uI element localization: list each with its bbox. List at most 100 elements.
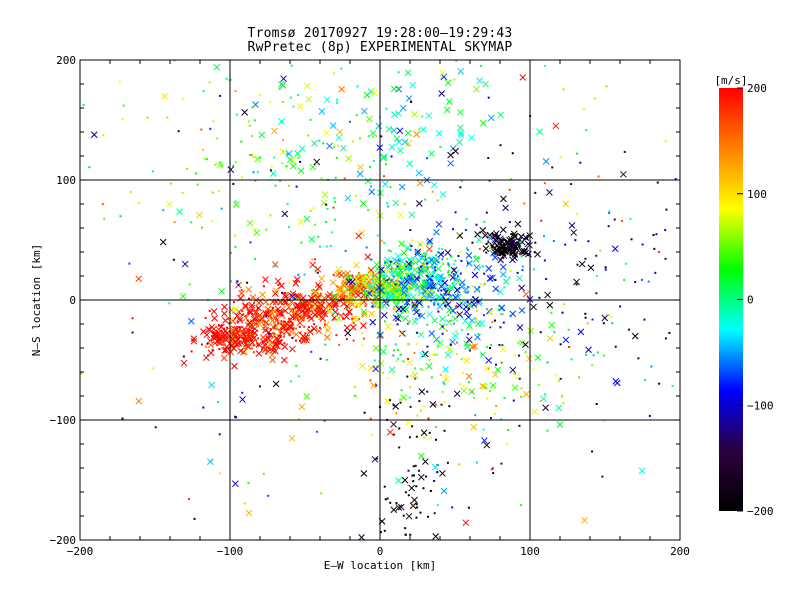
data-point-dot xyxy=(427,305,430,308)
data-point-dot xyxy=(258,385,261,388)
data-point-x xyxy=(372,365,380,373)
data-point-x xyxy=(238,289,245,297)
data-point-dot xyxy=(381,267,384,270)
data-point-x xyxy=(265,328,273,336)
data-point-dot xyxy=(427,515,430,518)
data-point-dot xyxy=(576,263,579,266)
data-point-dot xyxy=(428,256,431,259)
data-point-dot xyxy=(413,302,416,305)
data-point-dot xyxy=(314,258,317,261)
data-point-dot xyxy=(270,165,273,168)
data-point-x xyxy=(418,388,426,395)
data-point-dot xyxy=(399,277,402,280)
data-point-x xyxy=(516,324,524,331)
data-point-dot xyxy=(460,328,463,331)
data-point-x xyxy=(489,382,497,389)
data-point-x xyxy=(190,337,198,345)
data-point-dot xyxy=(394,297,397,300)
data-point-dot xyxy=(450,255,453,258)
data-point-dot xyxy=(420,265,423,268)
data-point-dot xyxy=(415,485,418,488)
data-point-dot xyxy=(208,309,211,312)
data-point-dot xyxy=(250,347,253,350)
data-point-x xyxy=(578,260,586,268)
y-tick-label: −200 xyxy=(50,534,77,547)
data-point-dot xyxy=(501,313,504,316)
data-point-dot xyxy=(505,443,508,446)
data-point-dot xyxy=(288,334,291,337)
data-point-x xyxy=(293,314,301,322)
data-point-dot xyxy=(591,450,594,453)
data-point-dot xyxy=(375,384,378,387)
data-point-x xyxy=(447,151,454,159)
data-point-x xyxy=(241,108,249,116)
data-point-dot xyxy=(405,278,408,281)
data-point-dot xyxy=(394,343,397,346)
data-point-dot xyxy=(604,268,607,271)
data-point-dot xyxy=(146,116,149,119)
data-point-dot xyxy=(372,274,375,277)
data-point-dot xyxy=(405,263,408,266)
data-point-dot xyxy=(267,335,270,338)
data-point-dot xyxy=(396,323,399,326)
data-point-dot xyxy=(221,334,224,337)
data-point-x xyxy=(518,307,526,314)
data-point-dot xyxy=(418,291,421,294)
data-point-x xyxy=(393,135,401,143)
data-point-dot xyxy=(460,358,463,361)
data-point-dot xyxy=(299,304,302,307)
data-point-x xyxy=(305,300,313,307)
data-point-dot xyxy=(383,241,386,244)
data-point-dot xyxy=(333,311,336,314)
data-point-x xyxy=(390,269,398,276)
data-point-x xyxy=(426,237,434,245)
data-point-dot xyxy=(319,292,322,295)
data-point-x xyxy=(395,138,403,146)
data-point-x xyxy=(243,342,251,350)
data-point-dot xyxy=(234,335,237,338)
data-point-dot xyxy=(371,294,374,297)
data-point-x xyxy=(483,441,491,449)
data-point-x xyxy=(454,293,462,301)
data-point-dot xyxy=(131,317,134,320)
data-point-dot xyxy=(397,275,400,278)
data-point-dot xyxy=(219,94,222,97)
data-point-x xyxy=(587,264,595,272)
data-point-dot xyxy=(561,395,564,398)
data-point-dot xyxy=(435,339,438,342)
data-point-dot xyxy=(128,262,131,265)
data-point-dot xyxy=(399,353,402,356)
data-point-dot xyxy=(369,165,372,168)
data-point-dot xyxy=(326,245,329,248)
data-point-dot xyxy=(255,319,258,322)
data-point-x xyxy=(447,160,454,167)
data-point-dot xyxy=(365,246,368,249)
data-point-dot xyxy=(431,271,434,274)
data-point-dot xyxy=(494,279,497,282)
data-point-dot xyxy=(417,299,420,302)
data-point-x xyxy=(421,350,429,358)
data-point-dot xyxy=(518,424,521,427)
data-point-dot xyxy=(432,335,435,338)
data-point-x xyxy=(281,291,289,299)
data-point-x xyxy=(503,239,511,247)
data-point-dot xyxy=(289,318,292,321)
data-point-x xyxy=(349,278,356,286)
data-point-dot xyxy=(196,183,199,186)
data-point-dot xyxy=(491,321,494,324)
data-point-dot xyxy=(324,343,327,346)
data-point-dot xyxy=(202,406,205,409)
data-point-dot xyxy=(464,291,467,294)
data-point-x xyxy=(219,335,227,343)
data-point-dot xyxy=(320,177,323,180)
data-point-x xyxy=(318,107,326,115)
data-point-x xyxy=(313,158,321,166)
data-point-dot xyxy=(290,64,293,67)
data-point-dot xyxy=(465,247,468,250)
data-point-dot xyxy=(254,257,257,260)
data-point-dot xyxy=(437,303,440,306)
data-point-dot xyxy=(448,405,451,408)
data-point-dot xyxy=(452,322,455,325)
data-point-x xyxy=(481,232,489,239)
data-point-x xyxy=(207,341,215,349)
